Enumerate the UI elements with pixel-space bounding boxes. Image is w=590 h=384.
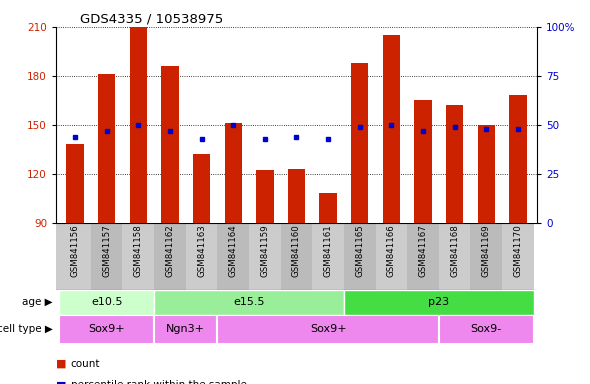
Text: Sox9+: Sox9+ <box>88 324 125 334</box>
Bar <box>319 194 337 223</box>
Bar <box>414 100 432 223</box>
Bar <box>249 223 281 290</box>
Bar <box>281 223 312 290</box>
Text: GSM841163: GSM841163 <box>197 225 206 278</box>
Bar <box>130 27 147 223</box>
Bar <box>477 125 495 223</box>
Text: percentile rank within the sample: percentile rank within the sample <box>71 380 247 384</box>
Bar <box>383 35 400 223</box>
Text: GSM841160: GSM841160 <box>292 225 301 278</box>
Bar <box>509 95 527 223</box>
Text: GSM841158: GSM841158 <box>134 225 143 278</box>
Text: GSM841169: GSM841169 <box>482 225 491 277</box>
Text: ■: ■ <box>56 359 67 369</box>
Bar <box>154 315 217 344</box>
Bar <box>439 223 470 290</box>
Bar <box>344 223 376 290</box>
Bar <box>439 315 534 344</box>
Text: GSM841170: GSM841170 <box>513 225 522 278</box>
Text: GSM841168: GSM841168 <box>450 225 459 278</box>
Text: e15.5: e15.5 <box>233 297 265 308</box>
Text: GSM841156: GSM841156 <box>71 225 80 278</box>
Bar <box>59 315 154 344</box>
Text: Ngn3+: Ngn3+ <box>166 324 205 334</box>
Bar <box>446 105 463 223</box>
Text: GSM841167: GSM841167 <box>418 225 428 278</box>
Text: GSM841165: GSM841165 <box>355 225 364 278</box>
Bar <box>376 223 407 290</box>
Bar <box>59 223 91 290</box>
Bar <box>186 223 217 290</box>
Text: ■: ■ <box>56 380 67 384</box>
Bar <box>217 223 249 290</box>
Bar <box>225 123 242 223</box>
Bar <box>98 74 116 223</box>
Text: Sox9-: Sox9- <box>471 324 502 334</box>
Bar <box>470 223 502 290</box>
Text: cell type ▶: cell type ▶ <box>0 324 53 334</box>
Bar <box>502 223 534 290</box>
Text: count: count <box>71 359 100 369</box>
Bar <box>193 154 210 223</box>
Text: GSM841159: GSM841159 <box>260 225 270 277</box>
Bar <box>217 315 439 344</box>
Bar <box>91 223 123 290</box>
Text: Sox9+: Sox9+ <box>310 324 346 334</box>
Text: GSM841162: GSM841162 <box>165 225 175 278</box>
Bar <box>351 63 368 223</box>
Bar <box>154 290 344 315</box>
Bar <box>59 290 154 315</box>
Text: GSM841164: GSM841164 <box>229 225 238 278</box>
Text: GSM841161: GSM841161 <box>323 225 333 278</box>
Text: e10.5: e10.5 <box>91 297 122 308</box>
Bar <box>66 144 84 223</box>
Bar <box>123 223 154 290</box>
Bar <box>256 170 274 223</box>
Text: GSM841157: GSM841157 <box>102 225 111 278</box>
Text: age ▶: age ▶ <box>22 297 53 308</box>
Text: GDS4335 / 10538975: GDS4335 / 10538975 <box>80 13 224 26</box>
Text: GSM841166: GSM841166 <box>387 225 396 278</box>
Text: p23: p23 <box>428 297 450 308</box>
Bar <box>312 223 344 290</box>
Bar <box>407 223 439 290</box>
Bar <box>154 223 186 290</box>
Bar <box>161 66 179 223</box>
Bar <box>344 290 534 315</box>
Bar <box>288 169 305 223</box>
